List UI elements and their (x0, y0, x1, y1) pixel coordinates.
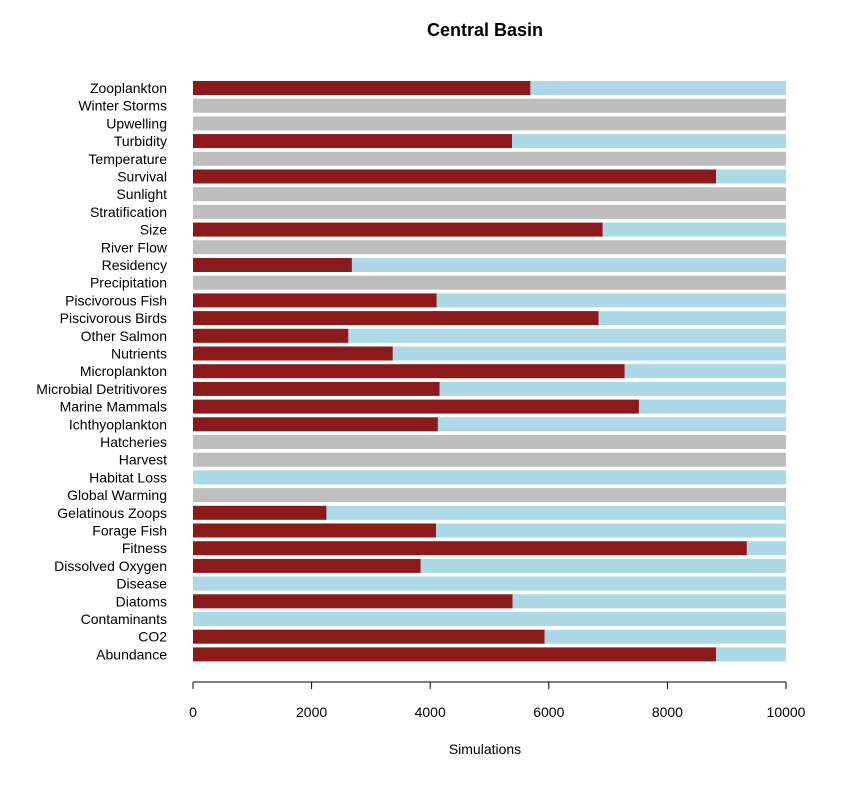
category-label-global-warming: Global Warming (67, 487, 167, 503)
bar-piscivorous-fish-segment-0 (193, 293, 437, 308)
category-label-river-flow: River Flow (101, 239, 168, 255)
category-label-piscivorous-fish: Piscivorous Fish (65, 292, 167, 308)
category-label-temperature: Temperature (88, 151, 167, 167)
bar-size-segment-0 (193, 222, 603, 237)
category-label-diatoms: Diatoms (116, 593, 167, 609)
category-label-nutrients: Nutrients (111, 346, 167, 362)
bar-diatoms-segment-1 (512, 594, 786, 609)
bar-contaminants-segment-1 (193, 612, 786, 626)
category-label-turbidity: Turbidity (114, 133, 167, 149)
category-label-marine-mammals: Marine Mammals (60, 399, 167, 415)
bar-dissolved-oxygen-segment-1 (420, 558, 786, 573)
x-tick-label-10000: 10000 (767, 704, 806, 720)
bar-marine-mammals-segment-0 (193, 399, 639, 414)
bar-temperature-segment-2 (193, 151, 786, 166)
category-label-co2: CO2 (138, 629, 167, 645)
bar-gelatinous-zoops-segment-0 (193, 505, 327, 520)
bar-abundance-segment-1 (716, 647, 786, 662)
bar-hatcheries-segment-2 (193, 435, 786, 449)
bar-piscivorous-birds-segment-1 (598, 311, 786, 326)
category-label-ichthyoplankton: Ichthyoplankton (69, 416, 167, 432)
bar-sunlight-segment-2 (193, 187, 786, 202)
bar-fitness-segment-1 (746, 541, 786, 556)
x-tick-label-2000: 2000 (296, 704, 327, 720)
bar-turbidity-segment-1 (512, 134, 786, 149)
x-tick-label-0: 0 (189, 704, 197, 720)
bar-piscivorous-birds-segment-0 (193, 311, 599, 326)
bar-other-salmon-segment-0 (193, 328, 349, 343)
bar-harvest-segment-2 (193, 452, 786, 467)
bar-co2-segment-1 (544, 629, 786, 644)
category-label-harvest: Harvest (119, 452, 167, 468)
bar-survival-segment-1 (716, 169, 786, 184)
category-label-piscivorous-birds: Piscivorous Birds (60, 310, 167, 326)
bar-nutrients-segment-1 (392, 346, 786, 361)
category-label-zooplankton: Zooplankton (90, 80, 167, 96)
bar-zooplankton-segment-1 (530, 81, 786, 95)
bar-fitness-segment-0 (193, 541, 747, 556)
category-label-forage-fish: Forage Fish (92, 523, 167, 539)
category-label-residency: Residency (102, 257, 167, 273)
category-label-gelatinous-zoops: Gelatinous Zoops (57, 505, 167, 521)
bar-ichthyoplankton-segment-1 (437, 417, 786, 432)
category-label-abundance: Abundance (96, 646, 167, 662)
bar-nutrients-segment-0 (193, 346, 393, 361)
category-label-fitness: Fitness (122, 540, 167, 556)
x-axis-title: Simulations (449, 741, 521, 757)
bar-dissolved-oxygen-segment-0 (193, 558, 421, 573)
bar-precipitation-segment-2 (193, 275, 786, 290)
bar-diatoms-segment-0 (193, 594, 513, 609)
x-tick-label-8000: 8000 (652, 704, 683, 720)
category-label-winter-storms: Winter Storms (78, 98, 167, 114)
x-tick-label-4000: 4000 (415, 704, 446, 720)
bar-microbial-detritivores-segment-0 (193, 381, 440, 396)
category-label-hatcheries: Hatcheries (100, 434, 167, 450)
category-label-precipitation: Precipitation (90, 275, 167, 291)
bar-residency-segment-1 (351, 258, 786, 272)
bar-global-warming-segment-2 (193, 488, 786, 503)
bar-stratification-segment-2 (193, 204, 786, 219)
x-axis: 0 2000 4000 6000 8000 10000 (189, 681, 806, 720)
category-label-survival: Survival (117, 169, 167, 185)
bar-microbial-detritivores-segment-1 (439, 381, 786, 396)
bar-co2-segment-0 (193, 629, 545, 644)
bar-winter-storms-segment-2 (193, 98, 786, 113)
category-label-disease: Disease (116, 576, 167, 592)
bar-size-segment-1 (602, 222, 786, 237)
category-label-microbial-detritivores: Microbial Detritivores (36, 381, 167, 397)
bar-turbidity-segment-0 (193, 134, 513, 149)
category-label-contaminants: Contaminants (81, 611, 167, 627)
bar-upwelling-segment-2 (193, 116, 786, 131)
bar-forage-fish-segment-0 (193, 523, 437, 538)
bar-microplankton-segment-0 (193, 364, 625, 379)
bar-piscivorous-fish-segment-1 (436, 293, 786, 308)
bar-survival-segment-0 (193, 169, 717, 184)
bar-forage-fish-segment-1 (436, 523, 786, 538)
bar-residency-segment-0 (193, 258, 352, 272)
x-tick-label-6000: 6000 (533, 704, 564, 720)
category-label-dissolved-oxygen: Dissolved Oxygen (54, 558, 167, 574)
category-label-upwelling: Upwelling (106, 115, 167, 131)
bars-group (193, 81, 786, 662)
bar-microplankton-segment-1 (624, 364, 786, 379)
bar-abundance-segment-0 (193, 647, 717, 662)
bar-habitat-loss-segment-1 (193, 470, 786, 485)
category-label-stratification: Stratification (90, 204, 167, 220)
category-label-sunlight: Sunlight (116, 186, 167, 202)
category-label-microplankton: Microplankton (80, 363, 167, 379)
bar-gelatinous-zoops-segment-1 (326, 505, 786, 520)
bar-zooplankton-segment-0 (193, 81, 531, 95)
category-label-habitat-loss: Habitat Loss (89, 469, 167, 485)
bar-ichthyoplankton-segment-0 (193, 417, 438, 432)
category-label-size: Size (140, 222, 167, 238)
bar-river-flow-segment-2 (193, 240, 786, 255)
bar-marine-mammals-segment-1 (638, 399, 786, 414)
chart-title: Central Basin (427, 20, 543, 40)
bar-other-salmon-segment-1 (348, 328, 786, 343)
bar-disease-segment-1 (193, 576, 786, 591)
category-label-other-salmon: Other Salmon (81, 328, 167, 344)
